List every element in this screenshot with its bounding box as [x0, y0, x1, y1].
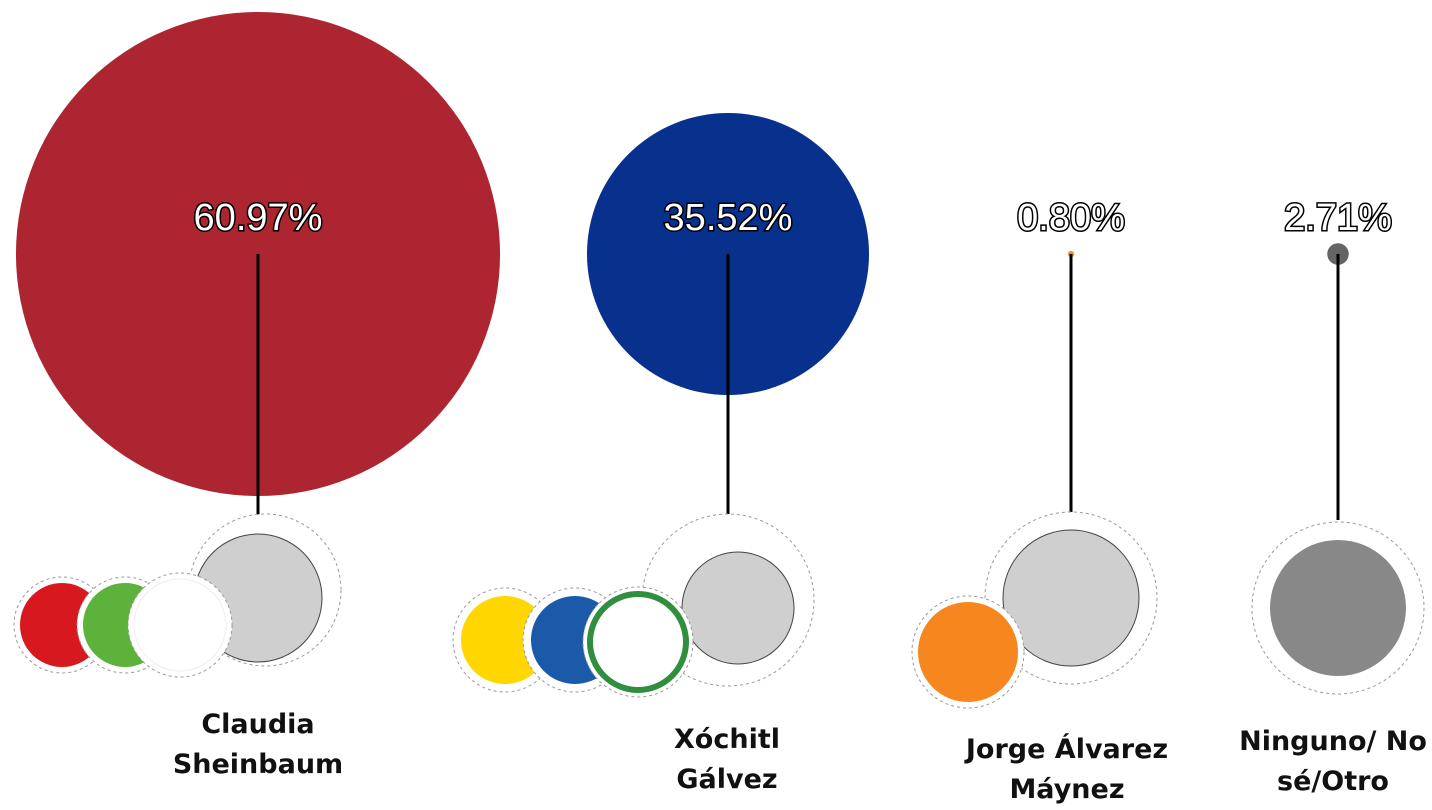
value-label: 60.97%	[194, 197, 323, 239]
value-label: 2.71%	[1284, 197, 1392, 239]
logo	[918, 602, 1018, 702]
photo	[1002, 529, 1140, 667]
value-label: 35.52%	[664, 197, 793, 239]
category-label: Jorge Álvarez Máynez	[965, 734, 1169, 805]
category-label: Ninguno/ No sé/Otro	[1239, 726, 1427, 797]
marks: 60.97% 35.52% 0.80% 2.71%	[15, 11, 1393, 520]
logo	[133, 578, 227, 672]
logo	[461, 596, 549, 684]
category-label: Xóchitl Gálvez	[673, 724, 780, 795]
decor	[13, 511, 1425, 709]
value-label: 0.80%	[1017, 197, 1125, 239]
logo	[587, 591, 689, 693]
placeholder	[1270, 540, 1406, 676]
category-label: Claudia Sheinbaum	[172, 709, 344, 780]
photo	[681, 551, 795, 665]
